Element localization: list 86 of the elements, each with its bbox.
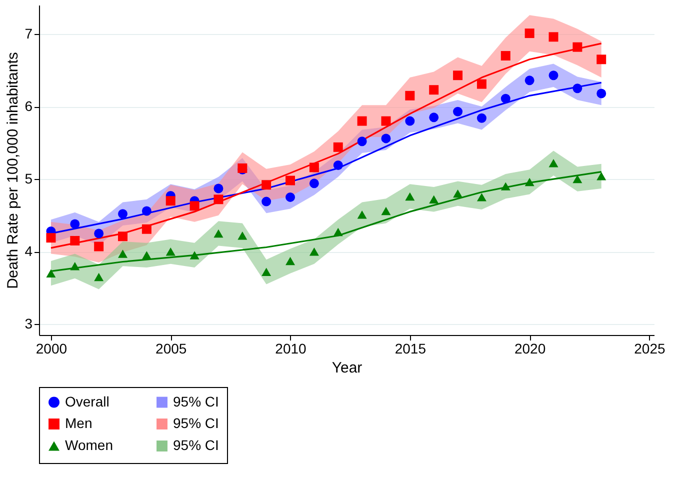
point [572,174,582,184]
y-tick-label: 4 [24,243,33,260]
legend-label: Overall [65,393,110,410]
point [453,189,463,198]
point [70,262,80,270]
y-tick-label: 6 [24,98,33,114]
point [166,247,176,256]
x-tick-label: 2010 [275,340,307,356]
point [190,201,200,211]
y-tick-label: 3 [24,316,33,332]
point [500,94,510,104]
x-tick-label: 2000 [36,340,68,356]
point [596,54,606,64]
point [429,195,439,204]
x-tick-label: 2015 [394,340,426,356]
point [596,88,606,98]
point [357,210,367,219]
legend-label: Men [65,415,92,431]
point [309,247,319,256]
point [381,134,391,144]
x-tick-label: 2025 [634,340,666,356]
point [214,194,224,204]
point [572,42,582,52]
point [524,76,534,86]
y-tick-label: 5 [24,170,33,187]
point [548,70,558,80]
point [94,228,104,238]
point [118,250,128,258]
point [429,85,439,95]
point [548,32,558,42]
point [142,251,152,260]
point [262,268,272,276]
point [572,84,582,94]
text: 95% CI [173,393,219,410]
x-tick-label: 2020 [514,340,546,356]
point [70,236,80,246]
point [238,232,248,240]
point [142,206,152,216]
y-tick-label: 7 [24,26,33,42]
point [381,206,391,216]
point [262,180,272,190]
point [500,51,510,61]
x-axis-title: Year [332,360,362,376]
x-tick-label: 2005 [156,340,187,356]
point [46,269,56,278]
point [524,28,534,38]
legend-label: Women [65,437,113,453]
point [405,116,415,126]
point [94,242,104,252]
text: 95% CI [173,415,219,431]
point [309,178,319,188]
point [262,196,272,206]
point [214,184,224,194]
point [476,113,486,123]
point [500,182,510,190]
point [453,106,463,116]
point [333,228,343,236]
point [166,196,176,206]
point [70,219,80,229]
point [118,232,128,242]
point [286,176,296,186]
point [286,192,296,202]
text: 95% CI [173,437,219,453]
point [405,90,415,100]
point [309,162,319,172]
point [118,209,128,219]
point [142,224,152,234]
point [357,116,367,126]
point [46,233,56,243]
point [548,159,558,168]
point [357,136,367,146]
point [381,116,391,126]
point [94,272,104,282]
point [333,160,343,170]
point [476,79,486,89]
point [214,229,224,238]
point [524,178,534,186]
point [476,193,486,202]
point [190,251,200,260]
point [596,172,606,180]
point [333,142,343,152]
point [429,112,439,122]
point [405,192,415,201]
point [453,70,463,80]
y-axis-title: Death Rate per 100,000 inhabitants [4,52,22,289]
point [286,256,296,266]
